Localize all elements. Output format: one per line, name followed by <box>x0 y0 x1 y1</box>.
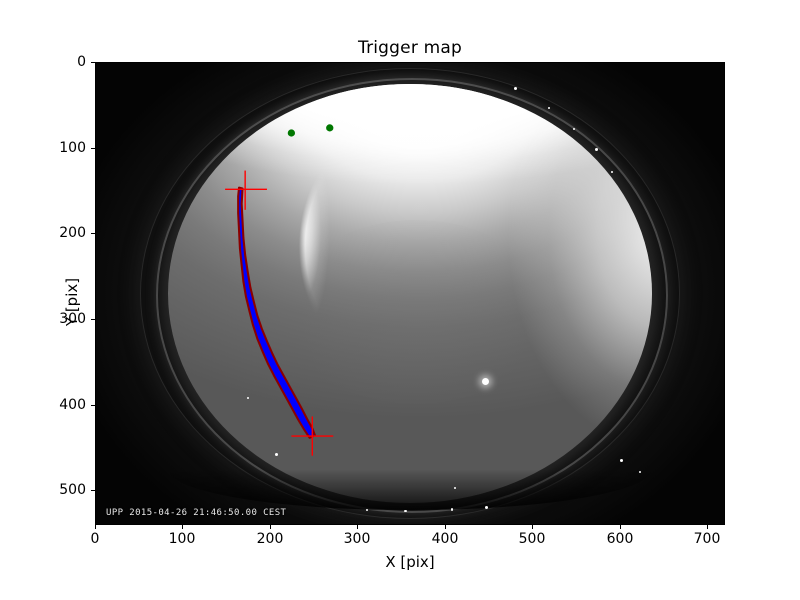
x-tick-label: 200 <box>256 531 284 547</box>
x-tick <box>182 525 183 529</box>
y-tick <box>91 319 95 320</box>
x-tick <box>445 525 446 529</box>
meteor-track-overlay <box>225 124 334 456</box>
x-axis-label: X [pix] <box>385 553 435 571</box>
plot-area[interactable]: UPP 2015-04-26 21:46:50.00 CEST <box>95 62 725 525</box>
x-tick-label: 700 <box>693 531 721 547</box>
y-tick-label: 0 <box>77 54 86 70</box>
y-tick-label: 200 <box>59 225 86 241</box>
x-tick-label: 0 <box>90 531 100 547</box>
y-tick <box>91 490 95 491</box>
x-tick-label: 500 <box>518 531 546 547</box>
x-tick <box>270 525 271 529</box>
x-tick-label: 100 <box>168 531 196 547</box>
reference-dot <box>326 124 334 132</box>
y-tick <box>91 148 95 149</box>
star-point <box>485 506 489 510</box>
star-point <box>450 507 453 511</box>
y-tick-label: 500 <box>59 482 86 498</box>
y-tick <box>91 233 95 234</box>
star-point <box>610 171 613 174</box>
y-tick-label: 100 <box>59 140 86 156</box>
x-tick <box>620 525 621 529</box>
y-axis-label: Y [pix] <box>63 277 81 327</box>
x-tick-label: 600 <box>606 531 634 547</box>
star-point <box>548 106 551 109</box>
star-point <box>639 470 642 473</box>
horizon-ring <box>155 77 669 513</box>
x-tick <box>357 525 358 529</box>
track-start-marker <box>225 170 267 210</box>
reference-dot <box>287 129 296 137</box>
frame-timestamp: UPP 2015-04-26 21:46:50.00 CEST <box>106 508 287 518</box>
y-tick-label: 300 <box>59 311 86 327</box>
y-tick <box>91 405 95 406</box>
star-point <box>595 148 599 152</box>
star-point <box>453 487 456 490</box>
star-point <box>513 86 517 90</box>
cloud-bank-arc <box>171 104 398 391</box>
star-point <box>274 452 278 456</box>
x-tick <box>95 525 96 529</box>
y-tick <box>91 62 95 63</box>
x-tick <box>532 525 533 529</box>
star-point <box>444 132 447 135</box>
track-polygon <box>237 186 316 439</box>
star-point <box>620 459 624 463</box>
x-tick-label: 300 <box>343 531 371 547</box>
bright-source-star <box>481 377 489 385</box>
star-point <box>246 397 249 400</box>
y-tick-label: 400 <box>59 397 86 413</box>
x-tick-label: 400 <box>431 531 459 547</box>
chart-title: Trigger map <box>357 38 462 58</box>
star-point <box>366 509 369 512</box>
x-tick <box>707 525 708 529</box>
star-point <box>573 127 576 130</box>
star-point <box>403 510 407 513</box>
track-end-marker <box>291 416 334 456</box>
